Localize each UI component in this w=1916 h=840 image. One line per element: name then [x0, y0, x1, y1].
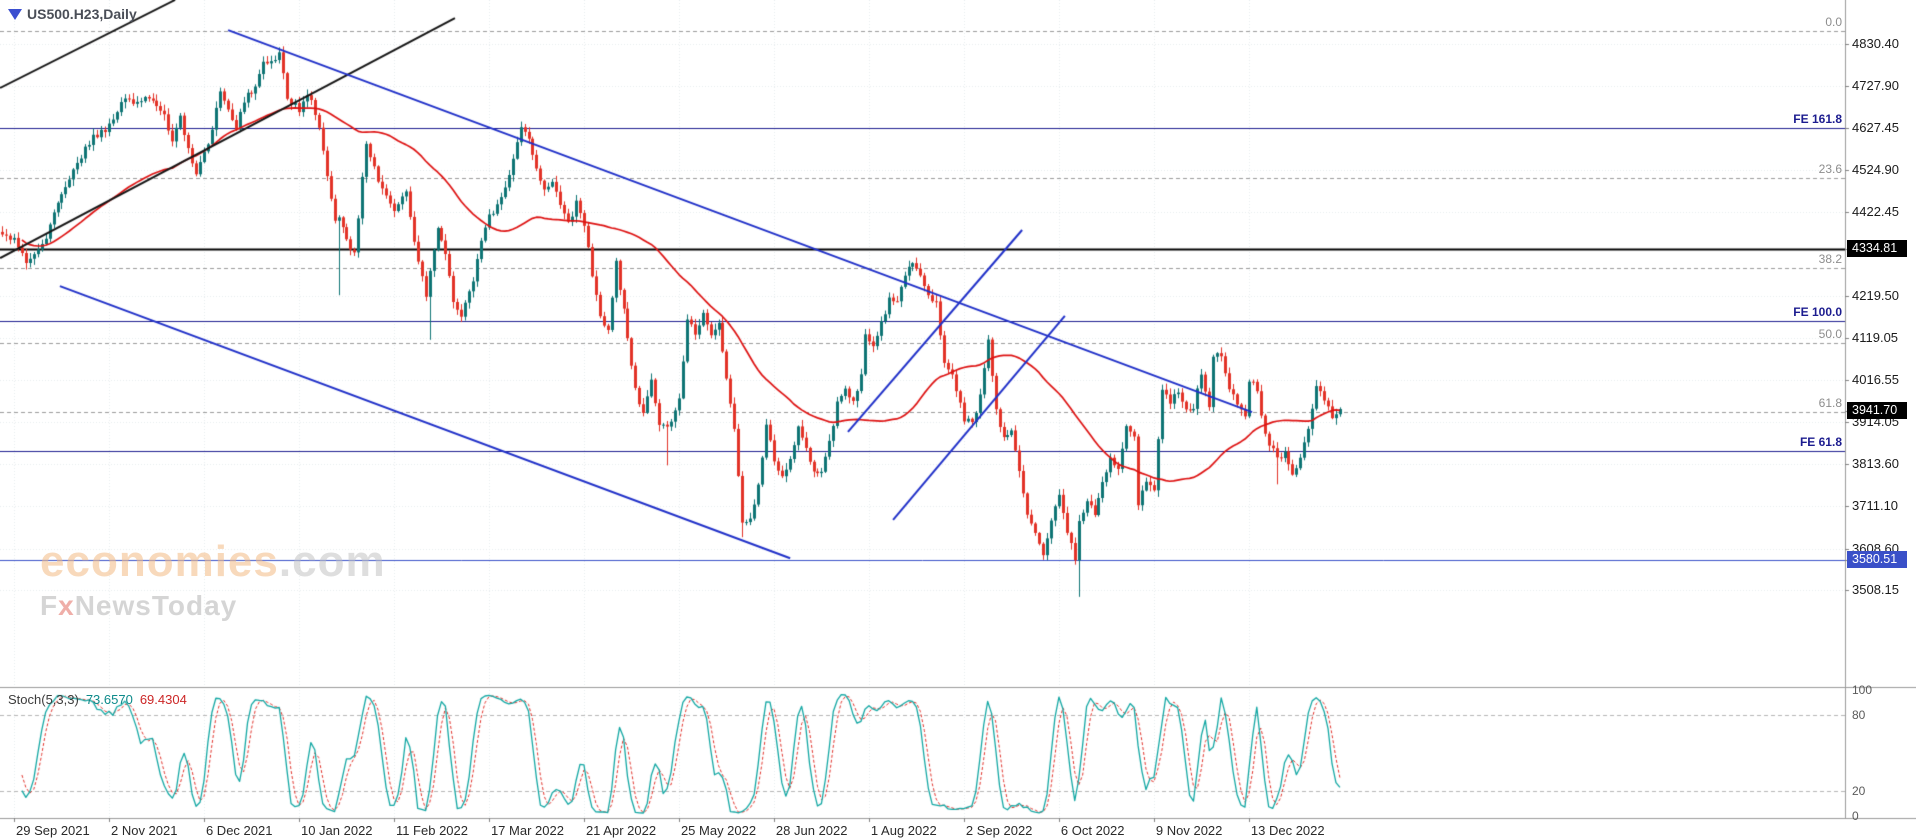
stochastic-indicator-label: Stoch(5,3,3) 73.6570 69.4304: [8, 692, 187, 707]
price-axis-label: 4727.90: [1852, 78, 1899, 94]
watermark-brand: economies: [40, 537, 279, 586]
watermark-brand-suffix: .com: [278, 537, 386, 586]
stoch-k-value: 73.6570: [85, 692, 133, 707]
price-axis-label: 4627.45: [1852, 119, 1899, 135]
fib-level-label: 50.0: [1818, 327, 1842, 342]
date-axis-label: 2 Sep 2022: [965, 823, 1033, 838]
fib-level-label: 38.2: [1818, 251, 1842, 266]
date-axis-label: 17 Mar 2022: [490, 823, 564, 838]
watermark-tagline-x: x: [58, 590, 75, 621]
price-axis-label: 3813.60: [1852, 455, 1899, 471]
stoch-d-value: 69.4304: [139, 692, 187, 707]
fe-level-label: FE 161.8: [1793, 111, 1842, 126]
price-axis-label: 4219.50: [1852, 288, 1899, 304]
date-axis-label: 6 Oct 2022: [1060, 823, 1125, 838]
watermark-tagline-rest: NewsToday: [74, 590, 238, 621]
watermark-brand-line: economies.com: [40, 540, 386, 584]
price-badge: 3580.51: [1847, 551, 1907, 569]
fe-level-label: FE 61.8: [1799, 434, 1842, 449]
logo-triangle-icon: [8, 8, 22, 20]
date-axis-label: 10 Jan 2022: [300, 823, 373, 838]
price-axis-label: 4524.90: [1852, 162, 1899, 178]
stoch-name: Stoch(5,3,3): [8, 692, 79, 707]
date-axis-label: 21 Apr 2022: [585, 823, 657, 838]
fe-level-label: FE 100.0: [1793, 304, 1842, 319]
price-axis-label: 4119.05: [1852, 329, 1899, 345]
price-axis-label: 3711.10: [1852, 498, 1899, 514]
stoch-axis-label: 100: [1852, 683, 1873, 697]
date-axis-label: 9 Nov 2022: [1155, 823, 1223, 838]
price-badge: 3941.70: [1847, 401, 1907, 419]
watermark: economies.com FxNewsToday: [40, 540, 386, 620]
date-axis-label: 11 Feb 2022: [395, 823, 468, 838]
date-axis-label: 13 Dec 2022: [1250, 823, 1325, 838]
price-badge: 4334.81: [1847, 239, 1907, 257]
fib-level-label: 61.8: [1818, 396, 1842, 411]
price-axis-label: 4016.55: [1852, 372, 1899, 388]
symbol-timeframe-label: US500.H23,Daily: [8, 6, 137, 22]
date-axis-label: 2 Nov 2021: [110, 823, 178, 838]
price-axis-label: 3508.15: [1852, 582, 1899, 597]
price-axis-label: 4422.45: [1852, 204, 1899, 220]
date-axis-label: 6 Dec 2021: [205, 823, 273, 838]
fib-level-label: 23.6: [1818, 161, 1842, 176]
date-axis-label: 25 May 2022: [680, 823, 757, 838]
date-axis-label: 1 Aug 2022: [870, 823, 937, 838]
stoch-axis-label: 20: [1852, 783, 1866, 798]
date-axis-label: 29 Sep 2021: [16, 823, 90, 838]
price-axis-label: 4830.40: [1852, 36, 1899, 51]
watermark-tagline: FxNewsToday: [40, 592, 386, 620]
fib-level-label: 0.0: [1825, 14, 1842, 29]
watermark-tagline-f: F: [40, 590, 59, 621]
symbol-text: US500.H23,Daily: [27, 6, 137, 22]
stoch-axis-label: 0: [1852, 809, 1859, 823]
stoch-axis-label: 80: [1852, 708, 1866, 723]
date-axis-label: 28 Jun 2022: [775, 823, 848, 838]
